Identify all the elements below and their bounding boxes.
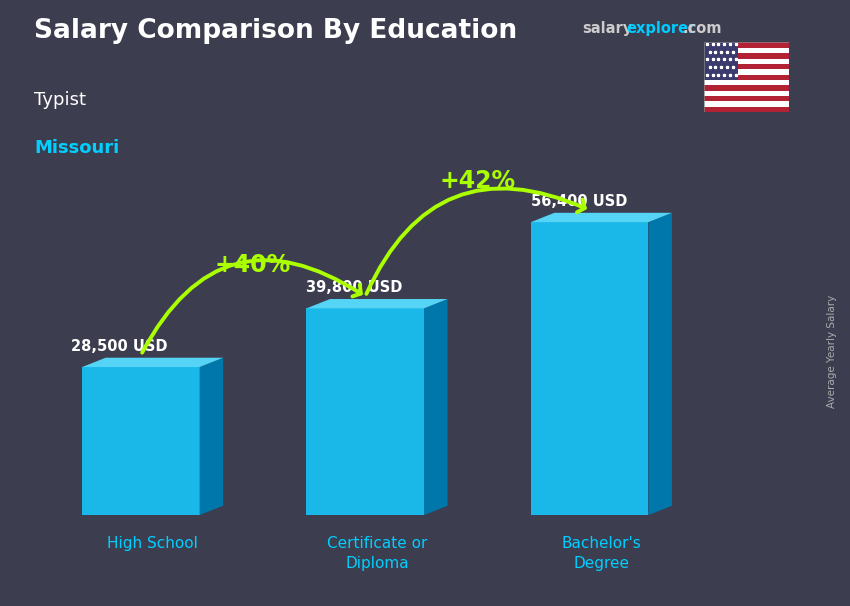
Text: 56,400 USD: 56,400 USD: [531, 194, 627, 209]
Bar: [704, 59, 789, 64]
Polygon shape: [200, 358, 224, 515]
Text: Certificate or
Diploma: Certificate or Diploma: [326, 536, 428, 571]
Text: +40%: +40%: [215, 253, 292, 278]
Text: High School: High School: [107, 536, 198, 551]
Polygon shape: [307, 299, 448, 308]
Polygon shape: [531, 213, 672, 222]
Bar: [704, 96, 789, 101]
Polygon shape: [82, 367, 200, 515]
Bar: [704, 69, 789, 75]
Polygon shape: [424, 299, 448, 515]
Polygon shape: [307, 308, 424, 515]
Bar: [704, 91, 789, 96]
Bar: [704, 64, 789, 69]
Polygon shape: [82, 358, 224, 367]
Bar: [704, 80, 789, 85]
Polygon shape: [531, 222, 649, 515]
Text: +42%: +42%: [439, 169, 515, 193]
Bar: [704, 42, 738, 80]
Bar: [704, 48, 789, 53]
Text: Average Yearly Salary: Average Yearly Salary: [827, 295, 837, 408]
Text: 28,500 USD: 28,500 USD: [71, 339, 168, 354]
Text: Typist: Typist: [34, 91, 86, 109]
Text: explorer: explorer: [626, 21, 696, 36]
Bar: [704, 101, 789, 107]
Bar: [704, 107, 789, 112]
Bar: [704, 53, 789, 59]
Text: Salary Comparison By Education: Salary Comparison By Education: [34, 18, 517, 44]
Text: salary: salary: [582, 21, 632, 36]
Text: .com: .com: [683, 21, 722, 36]
Bar: [704, 42, 789, 48]
Text: Bachelor's
Degree: Bachelor's Degree: [562, 536, 641, 571]
Text: 39,800 USD: 39,800 USD: [307, 281, 403, 295]
Bar: [704, 75, 789, 80]
Text: Missouri: Missouri: [34, 139, 119, 158]
Bar: [704, 85, 789, 91]
Polygon shape: [649, 213, 672, 515]
